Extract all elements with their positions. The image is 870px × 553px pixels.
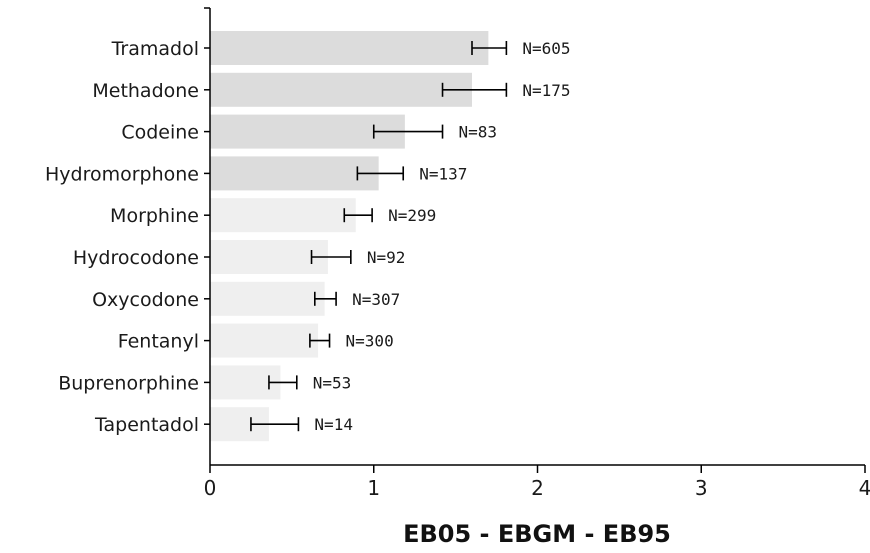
n-label-codeine: N=83 — [459, 123, 498, 142]
x-axis-title: EB05 - EBGM - EB95 — [403, 520, 671, 548]
labels-group: N=605 Tramadol N=175 Methadone N=83 Codeine N=… — [45, 38, 870, 500]
n-label-buprenorphine: N=53 — [313, 373, 352, 392]
bars-group — [210, 31, 489, 442]
n-label-morphine: N=299 — [388, 206, 436, 225]
category-label-codeine: Codeine — [121, 122, 199, 144]
n-label-tapentadol: N=14 — [314, 415, 353, 434]
category-label-buprenorphine: Buprenorphine — [58, 372, 199, 394]
n-label-hydrocodone: N=92 — [367, 248, 406, 267]
x-tick-label-3: 3 — [695, 476, 708, 500]
n-label-methadone: N=175 — [522, 81, 570, 100]
bar-tramadol — [210, 31, 489, 65]
bar-methadone — [210, 72, 472, 107]
n-label-tramadol: N=605 — [522, 39, 570, 58]
error-bars-group — [250, 41, 508, 432]
category-label-morphine: Morphine — [110, 205, 199, 227]
bar-fentanyl — [210, 323, 319, 358]
category-label-hydromorphone: Hydromorphone — [45, 163, 199, 185]
x-tick-label-0: 0 — [204, 476, 217, 500]
n-label-oxycodone: N=307 — [352, 290, 400, 309]
x-tick-label-1: 1 — [367, 476, 380, 500]
axes-group — [204, 7, 866, 473]
category-label-fentanyl: Fentanyl — [118, 331, 199, 353]
n-label-fentanyl: N=300 — [346, 332, 394, 351]
bar-hydrocodone — [210, 240, 328, 274]
category-label-hydrocodone: Hydrocodone — [73, 247, 199, 269]
category-label-oxycodone: Oxycodone — [92, 289, 199, 311]
bar-codeine — [210, 114, 405, 149]
category-label-tramadol: Tramadol — [111, 38, 199, 60]
bar-morphine — [210, 198, 356, 233]
x-tick-label-4: 4 — [859, 476, 870, 500]
category-label-tapentadol: Tapentadol — [94, 414, 199, 436]
bar-hydromorphone — [210, 156, 379, 191]
category-label-methadone: Methadone — [92, 80, 199, 102]
x-tick-label-2: 2 — [531, 476, 544, 500]
bar-oxycodone — [210, 281, 325, 316]
n-label-hydromorphone: N=137 — [419, 164, 467, 183]
